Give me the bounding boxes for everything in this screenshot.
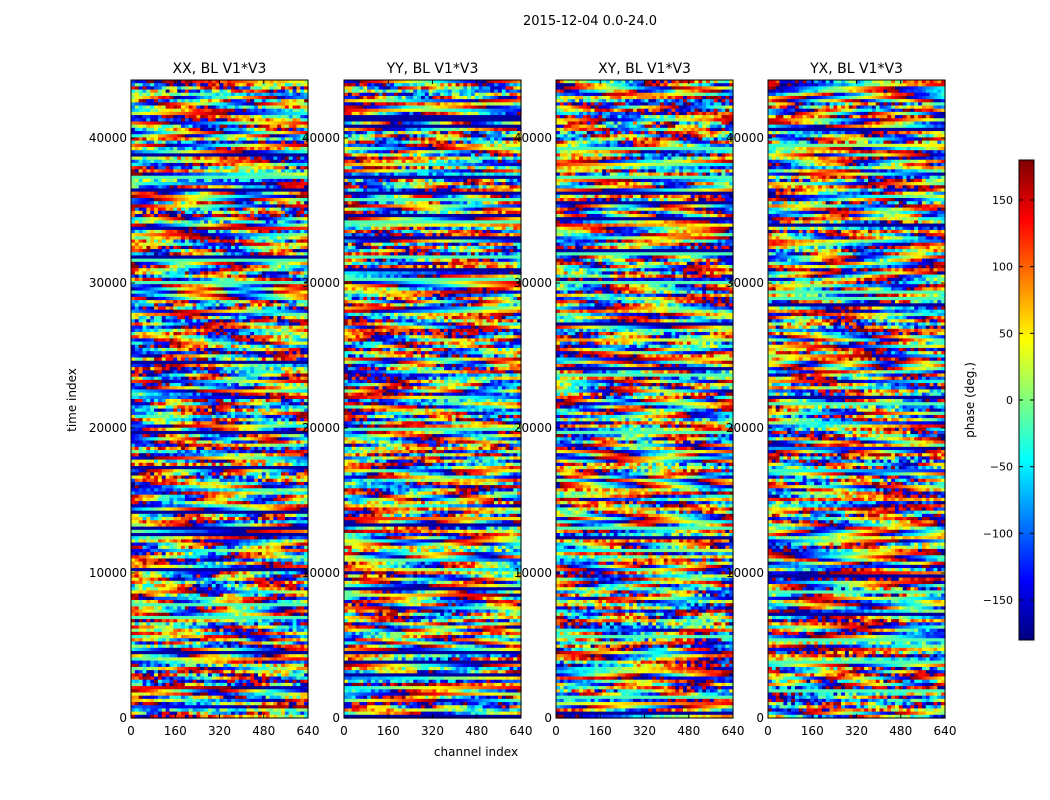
x-tick-label: 160 — [377, 724, 400, 738]
y-tick-label: 0 — [119, 711, 127, 725]
y-tick-label: 40000 — [89, 131, 127, 145]
y-tick-label: 40000 — [514, 131, 552, 145]
y-tick-label: 0 — [544, 711, 552, 725]
x-tick-label: 320 — [845, 724, 868, 738]
colorbar-tick-label: 50 — [999, 327, 1013, 340]
phase-heatmap-image — [131, 80, 309, 719]
x-tick-label: 480 — [465, 724, 488, 738]
x-tick-label: 160 — [801, 724, 824, 738]
y-tick-label: 40000 — [302, 131, 340, 145]
phase-heatmap-image — [344, 80, 522, 719]
y-tick-label: 20000 — [514, 421, 552, 435]
y-tick-label: 10000 — [302, 566, 340, 580]
x-tick-label: 0 — [340, 724, 348, 738]
y-tick-label: 0 — [756, 711, 764, 725]
panel-1: XX, BL V1*V3 0 160 320 480 640 0 10000 20000 3000… — [89, 61, 320, 738]
figure-title: 2015-12-04 0.0-24.0 — [0, 14, 1050, 29]
phase-heatmap-image — [556, 80, 734, 719]
y-tick-label: 20000 — [89, 421, 127, 435]
colorbar-tick-label: 150 — [992, 194, 1013, 207]
x-tick-label: 320 — [421, 724, 444, 738]
y-tick-label: 10000 — [726, 566, 764, 580]
heatmap-panels: XX, BL V1*V3 0 160 320 480 640 0 10000 20000 3000… — [89, 61, 957, 738]
panel-4: YX, BL V1*V3 0 160 320 480 640 0 10000 20000 3000… — [726, 61, 957, 738]
x-tick-label: 320 — [208, 724, 231, 738]
panel-title: YY, BL V1*V3 — [386, 61, 479, 77]
phase-heatmap-image — [768, 80, 946, 719]
x-tick-label: 0 — [764, 724, 772, 738]
x-tick-label: 320 — [633, 724, 656, 738]
x-tick-label: 0 — [127, 724, 135, 738]
y-tick-label: 10000 — [89, 566, 127, 580]
y-tick-label: 30000 — [89, 276, 127, 290]
panel-title: XY, BL V1*V3 — [598, 61, 691, 77]
colorbar: 150 100 50 0 −50 −100 −150 — [983, 159, 1035, 641]
x-tick-label: 640 — [297, 724, 320, 738]
y-tick-label: 30000 — [302, 276, 340, 290]
x-tick-label: 160 — [589, 724, 612, 738]
colorbar-label: phase (deg.) — [963, 362, 977, 438]
x-tick-label: 0 — [552, 724, 560, 738]
x-tick-label: 640 — [510, 724, 533, 738]
colorbar-tick-label: −150 — [983, 594, 1013, 607]
x-tick-label: 640 — [934, 724, 957, 738]
x-axis-label: channel index — [434, 745, 518, 759]
x-tick-label: 160 — [164, 724, 187, 738]
x-tick-label: 640 — [722, 724, 745, 738]
colorbar-tick-label: −100 — [983, 527, 1013, 540]
panel-title: YX, BL V1*V3 — [809, 61, 903, 77]
colorbar-tick-label: 0 — [1006, 394, 1013, 407]
x-tick-label: 480 — [677, 724, 700, 738]
x-tick-label: 480 — [889, 724, 912, 738]
y-tick-label: 40000 — [726, 131, 764, 145]
x-tick-label: 480 — [252, 724, 275, 738]
colorbar-tick-label: 100 — [992, 261, 1013, 274]
y-axis-label: time index — [65, 368, 79, 432]
y-tick-label: 30000 — [514, 276, 552, 290]
colorbar-tick-label: −50 — [990, 461, 1013, 474]
y-tick-label: 10000 — [514, 566, 552, 580]
y-tick-label: 0 — [332, 711, 340, 725]
panel-2: YY, BL V1*V3 0 160 320 480 640 0 10000 20000 3000… — [302, 61, 533, 738]
panel-3: XY, BL V1*V3 0 160 320 480 640 0 10000 20000 3000… — [514, 61, 745, 738]
y-tick-label: 20000 — [726, 421, 764, 435]
panel-title: XX, BL V1*V3 — [173, 61, 267, 77]
y-tick-label: 20000 — [302, 421, 340, 435]
y-tick-label: 30000 — [726, 276, 764, 290]
